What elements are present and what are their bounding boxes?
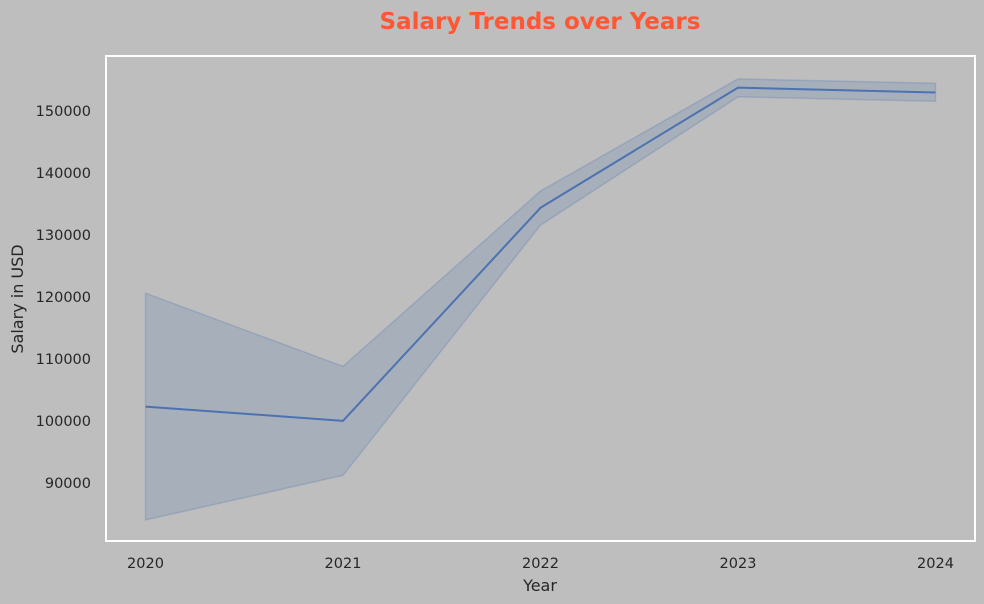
chart-title: Salary Trends over Years	[380, 9, 701, 35]
data-point	[539, 206, 543, 210]
data-point	[144, 405, 148, 409]
confidence-band	[144, 78, 937, 521]
x-axis: 2020 2021 2022 2023 2024	[127, 556, 954, 572]
plot-area	[105, 55, 976, 542]
y-tick-label: 130000	[36, 228, 91, 244]
x-tick-label: 2021	[325, 556, 362, 572]
x-tick-label: 2022	[522, 556, 559, 572]
y-axis: 90000 100000 110000 120000 130000 140000 15000…	[36, 104, 91, 492]
y-tick-label: 120000	[36, 290, 91, 306]
x-tick-label: 2023	[720, 556, 757, 572]
series-line	[145, 86, 936, 422]
y-tick-label: 140000	[36, 166, 91, 182]
y-tick-label: 100000	[36, 414, 91, 430]
data-point	[934, 91, 938, 95]
x-tick-label: 2020	[127, 556, 164, 572]
data-point	[341, 419, 345, 423]
y-axis-label: Salary in USD	[8, 244, 27, 353]
y-tick-label: 90000	[45, 476, 91, 492]
y-tick-label: 110000	[36, 352, 91, 368]
x-axis-label: Year	[522, 576, 557, 595]
y-tick-label: 150000	[36, 104, 91, 120]
data-point	[736, 86, 740, 90]
plot-border	[105, 55, 976, 542]
x-tick-label: 2024	[917, 556, 954, 572]
